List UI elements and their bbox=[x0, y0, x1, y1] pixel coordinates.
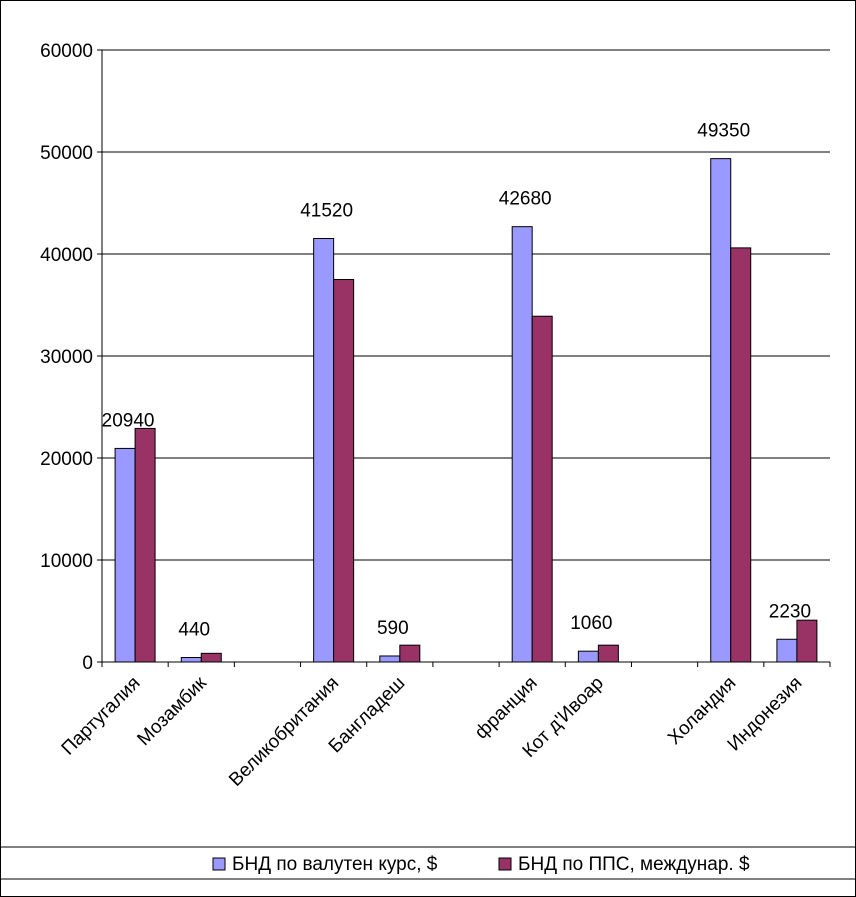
bar-exchange-rate bbox=[313, 237, 335, 663]
legend-swatch-exchange-rate bbox=[212, 857, 226, 871]
y-tick-label: 10000 bbox=[40, 551, 93, 572]
bar-ppp bbox=[796, 619, 818, 663]
legend-label-exchange-rate: БНД по валутен курс, $ bbox=[232, 854, 438, 875]
data-label: 49350 bbox=[697, 121, 750, 142]
bar-exchange-rate bbox=[379, 655, 401, 663]
legend: БНД по валутен курс, $ БНД по ППС, между… bbox=[0, 846, 856, 880]
y-tick-label: 20000 bbox=[40, 449, 93, 470]
data-labels: 20940 440 41520 590 42680 1060 49350 2230 bbox=[102, 121, 811, 641]
bar-exchange-rate bbox=[511, 226, 533, 663]
data-label: 20940 bbox=[102, 410, 155, 431]
bar-exchange-rate bbox=[180, 657, 202, 663]
legend-label-ppp: БНД по ППС, междунар. $ bbox=[518, 854, 750, 875]
axes bbox=[97, 49, 831, 667]
bar-exchange-rate bbox=[710, 158, 732, 663]
bar-exchange-rate bbox=[114, 447, 136, 663]
bar-ppp bbox=[333, 279, 355, 663]
bar-ppp bbox=[134, 427, 156, 663]
bars bbox=[114, 158, 818, 663]
y-tick-label: 30000 bbox=[40, 347, 93, 368]
data-label: 590 bbox=[377, 618, 409, 639]
bar-ppp bbox=[597, 644, 619, 663]
y-tick-label: 50000 bbox=[40, 143, 93, 164]
bar-ppp bbox=[730, 247, 752, 663]
bar-ppp bbox=[399, 644, 421, 663]
y-tick-label: 40000 bbox=[40, 245, 93, 266]
legend-swatch-ppp bbox=[498, 857, 512, 871]
data-label: 440 bbox=[178, 620, 210, 641]
y-tick-label: 0 bbox=[82, 653, 93, 674]
bar-ppp bbox=[531, 315, 553, 663]
gridlines bbox=[102, 49, 830, 561]
y-tick-labels: 0 10000 20000 30000 40000 50000 60000 bbox=[40, 41, 93, 674]
data-label: 2230 bbox=[769, 601, 811, 622]
y-tick-label: 60000 bbox=[40, 41, 93, 62]
bar-exchange-rate bbox=[776, 638, 798, 663]
bar-ppp bbox=[200, 652, 222, 663]
data-label: 42680 bbox=[499, 189, 552, 210]
bar-exchange-rate bbox=[577, 650, 599, 663]
data-label: 1060 bbox=[570, 613, 612, 634]
data-label: 41520 bbox=[300, 200, 353, 221]
